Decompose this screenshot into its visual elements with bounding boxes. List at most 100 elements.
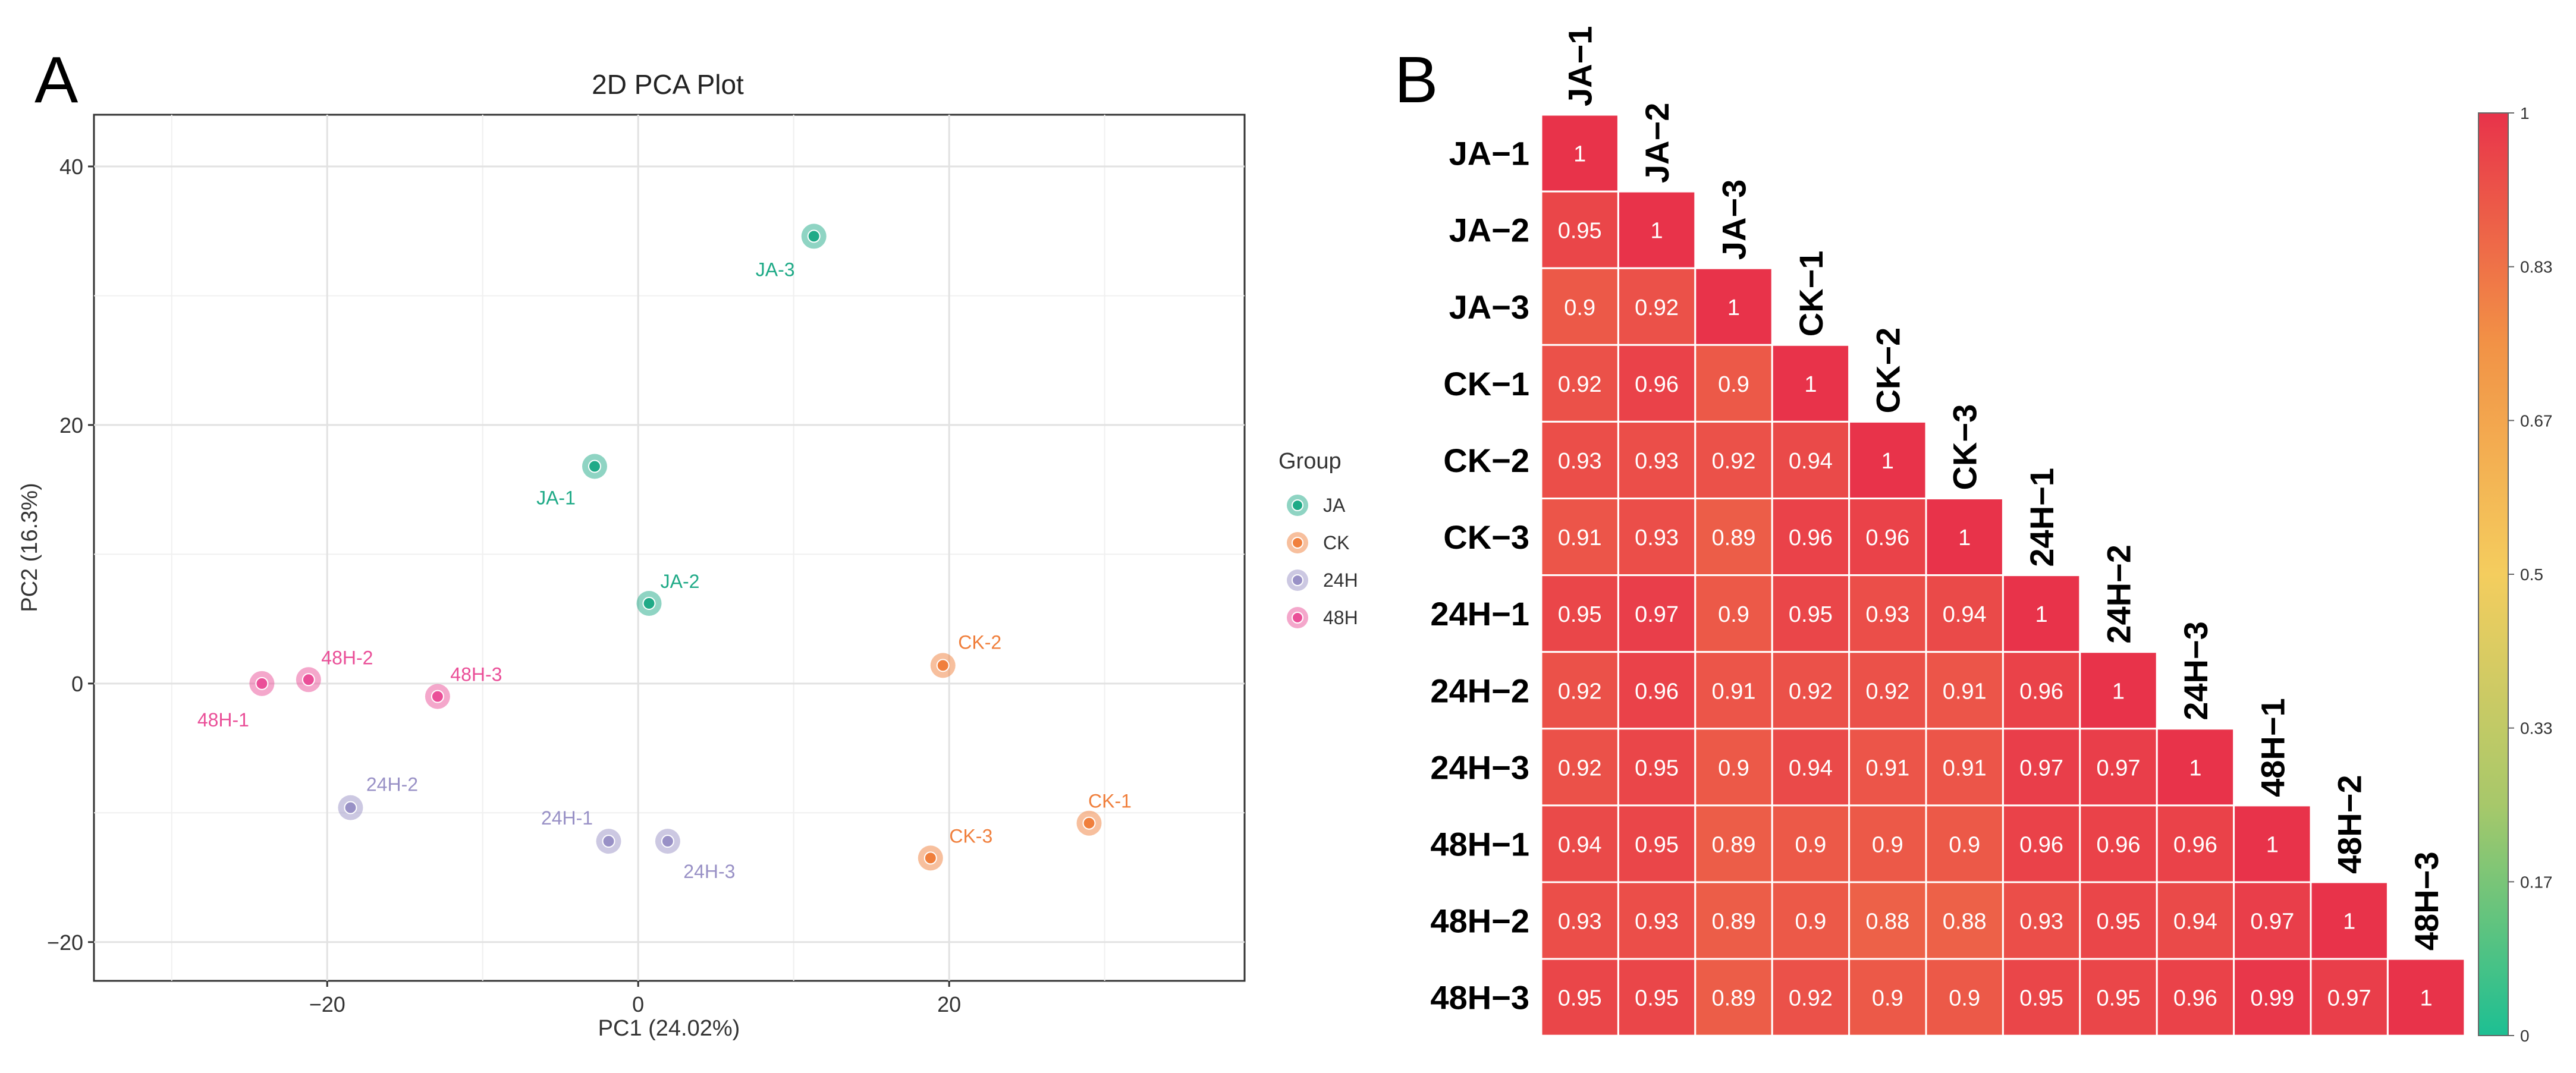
point-JA-2 — [642, 597, 656, 611]
heat-cell — [2156, 881, 2235, 960]
legend-key-JA — [1292, 499, 1303, 511]
point-JA-3 — [807, 229, 821, 243]
heat-cell — [1925, 804, 2004, 883]
heat-cell-value: 0.95 — [1558, 602, 1602, 627]
heat-cell-value: 0.91 — [1865, 756, 1909, 781]
heat-cell — [1540, 267, 1619, 346]
row-label-CK−2: CK−2 — [1443, 442, 1529, 479]
heat-cell — [1617, 420, 1697, 500]
colorbar-tick-label: 1 — [2520, 104, 2530, 122]
heat-cell — [1848, 651, 1927, 730]
heat-cell — [1925, 958, 2004, 1037]
heat-cell — [1925, 574, 2004, 653]
heat-cell-value: 0.92 — [1635, 295, 1679, 320]
pca-grid — [94, 115, 1245, 981]
heat-cell — [1540, 344, 1619, 423]
x-tick-label: −20 — [309, 992, 345, 1017]
heat-cell — [1771, 420, 1851, 500]
heat-cell — [1694, 420, 1773, 500]
heat-cell — [2156, 728, 2235, 807]
heat-cell — [1848, 420, 1927, 500]
heat-cell — [1848, 498, 1927, 577]
pca-ticks: −20 0 20 −20 0 20 40 — [47, 155, 961, 1017]
heatmap-cells: 1 0.95 1 0.9 0.92 1 0.92 0.96 0.9 1 0.93 0.93 0.92 0.… — [1540, 114, 2466, 1037]
row-label-CK−3: CK−3 — [1443, 518, 1529, 556]
y-tick-label: 20 — [59, 413, 83, 438]
col-label-24H−3: 24H−3 — [2177, 621, 2214, 720]
heat-cell-value: 0.96 — [2019, 832, 2063, 857]
heat-cell — [1694, 651, 1773, 730]
heat-cell-value: 0.95 — [2097, 986, 2141, 1011]
heat-cell — [1540, 114, 1619, 193]
heat-cell-value: 0.93 — [1865, 602, 1909, 627]
heat-cell-value: 0.91 — [1943, 679, 1987, 704]
heat-cell-value: 0.91 — [1558, 526, 1602, 550]
row-label-48H−2: 48H−2 — [1430, 902, 1529, 940]
heat-cell-value: 0.96 — [2173, 986, 2217, 1011]
point-label-24H-3: 24H-3 — [683, 861, 735, 882]
heat-cell — [1694, 958, 1773, 1037]
colorbar-tick-label: 0.5 — [2520, 565, 2543, 584]
legend-title: Group — [1278, 449, 1342, 474]
row-label-24H−1: 24H−1 — [1430, 595, 1529, 633]
heat-cell-value: 0.94 — [1789, 449, 1833, 474]
heat-cell-value: 1 — [1804, 372, 1817, 397]
point-24H-2 — [344, 801, 357, 814]
heat-cell-value: 0.9 — [1949, 832, 1980, 857]
heat-cell-value: 0.92 — [1558, 679, 1602, 704]
legend-key-24H — [1292, 574, 1303, 586]
heat-cell — [2002, 958, 2081, 1037]
heat-cell — [2386, 958, 2466, 1037]
point-CK-2 — [936, 659, 950, 672]
pca-x-axis-label: PC1 (24.02%) — [598, 1016, 740, 1041]
point-24H-3 — [661, 835, 674, 848]
heat-cell-value: 0.95 — [2019, 986, 2063, 1011]
point-48H-1 — [255, 676, 269, 690]
heatmap-col-labels: JA−1 JA−2 JA−3 CK−1 CK−2 CK−3 24H−1 24H−2 24H−3 4… — [1562, 26, 2445, 951]
point-24H-1 — [602, 835, 615, 848]
heat-cell-value: 1 — [1727, 295, 1740, 320]
heat-cell-value: 0.93 — [1558, 449, 1602, 474]
heat-cell — [1848, 958, 1927, 1037]
heat-cell-value: 0.96 — [2019, 679, 2063, 704]
heat-cell-value: 0.92 — [1712, 449, 1756, 474]
heat-cell-value: 0.9 — [1795, 832, 1826, 857]
point-label-CK-3: CK-3 — [949, 825, 992, 847]
point-label-48H-2: 48H-2 — [321, 647, 373, 668]
point-48H-3 — [431, 690, 444, 703]
pca-legend: Group JA CK 24H 48H — [1278, 449, 1358, 628]
heat-cell-value: 0.99 — [2250, 986, 2294, 1011]
col-label-24H−2: 24H−2 — [2100, 545, 2138, 644]
col-label-48H−2: 48H−2 — [2331, 775, 2368, 874]
heat-cell-value: 0.9 — [1564, 295, 1595, 320]
row-label-CK−1: CK−1 — [1443, 365, 1529, 402]
heat-cell-value: 0.93 — [1558, 910, 1602, 934]
heat-cell-value: 0.9 — [1718, 602, 1749, 627]
heat-cell — [1848, 728, 1927, 807]
heat-cell-value: 1 — [2266, 832, 2279, 857]
point-label-48H-1: 48H-1 — [197, 709, 249, 731]
colorbar-ticks: 1 0.83 0.67 0.5 0.33 0.17 0 — [2508, 104, 2553, 1045]
colorbar-tick-label: 0.33 — [2520, 719, 2553, 738]
panel-b: B 10.95 10.9 0.92 10.92 0.96 0.9 10.93 0.93 0.92… — [1394, 26, 2553, 1045]
heat-cell-value: 0.95 — [1558, 986, 1602, 1011]
heat-cell — [2233, 881, 2312, 960]
heat-cell-value: 0.96 — [1865, 526, 1909, 550]
heat-cell — [1925, 498, 2004, 577]
heat-cell — [1540, 881, 1619, 960]
point-CK-3 — [923, 851, 937, 865]
heat-cell — [1848, 574, 1927, 653]
heat-cell — [1540, 574, 1619, 653]
point-label-JA-2: JA-2 — [661, 571, 700, 592]
colorbar-tick-label: 0.67 — [2520, 411, 2553, 430]
heat-cell — [2002, 651, 2081, 730]
heat-cell-value: 0.89 — [1712, 986, 1756, 1011]
heat-cell-value: 0.93 — [1635, 449, 1679, 474]
col-label-24H−1: 24H−1 — [2023, 468, 2060, 567]
col-label-CK−3: CK−3 — [1946, 404, 1984, 490]
col-label-JA−2: JA−2 — [1638, 103, 1676, 183]
heat-cell — [2310, 881, 2389, 960]
heat-cell-value: 0.97 — [2019, 756, 2063, 781]
pca-title: 2D PCA Plot — [592, 69, 744, 100]
point-label-CK-1: CK-1 — [1088, 791, 1132, 812]
